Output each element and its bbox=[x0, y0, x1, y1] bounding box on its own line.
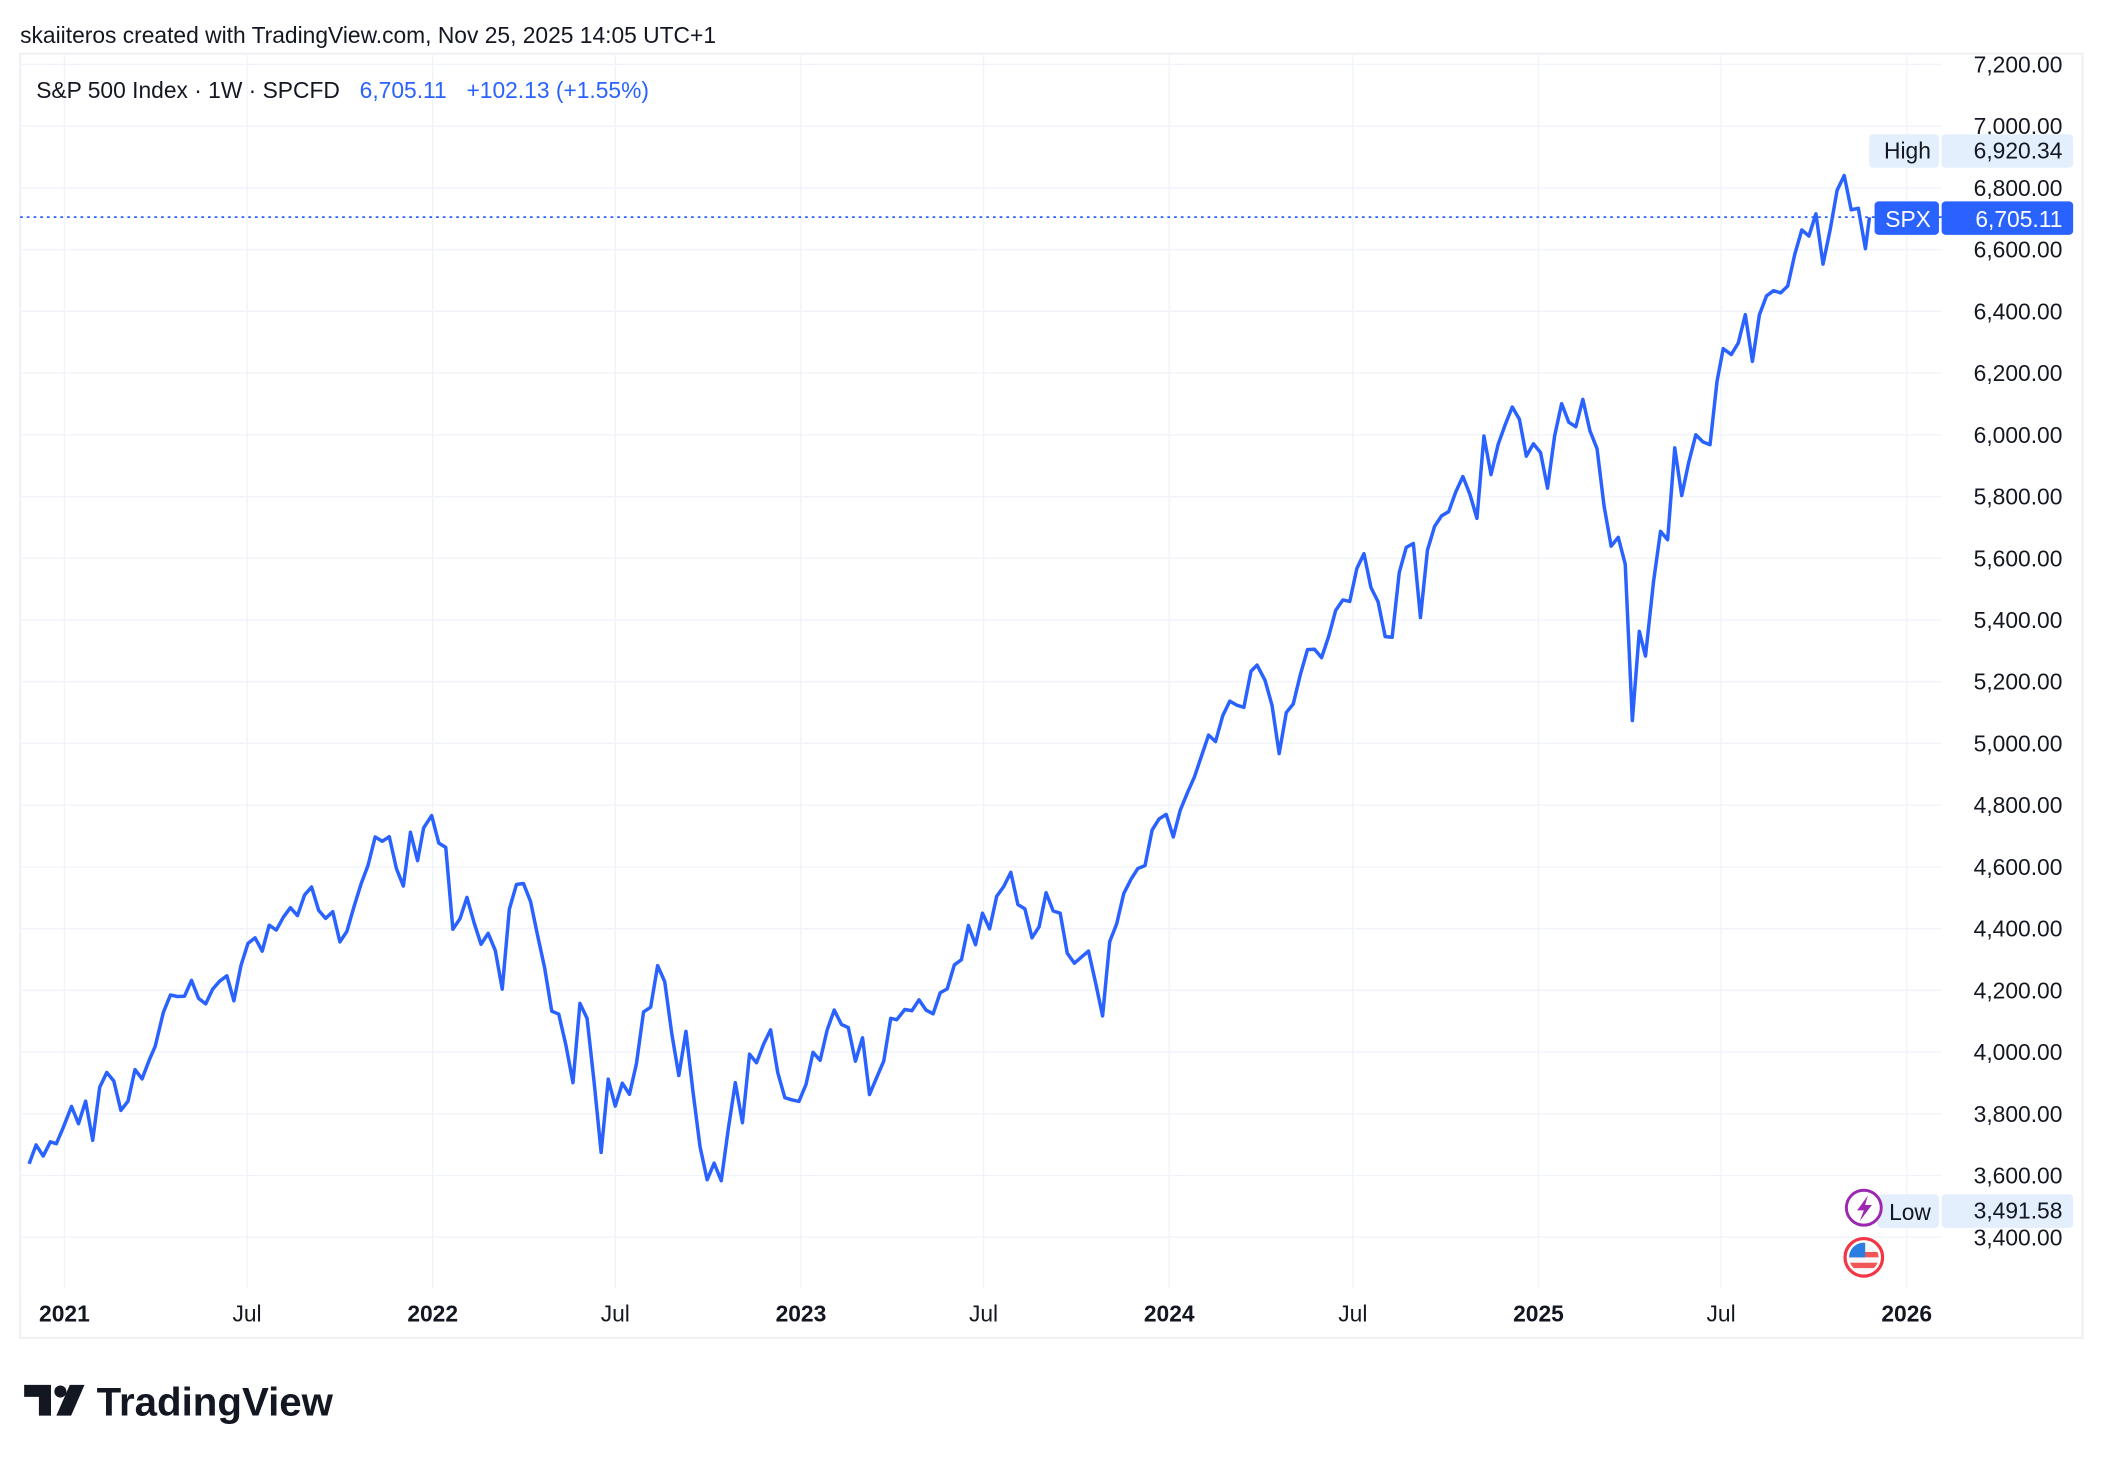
y-tick-label: 4,600.00 bbox=[1974, 854, 2063, 880]
y-tick-label: 3,800.00 bbox=[1974, 1101, 2063, 1127]
chart-pane-border bbox=[19, 52, 2084, 1339]
low-label: Low 3,491.58 bbox=[1877, 1194, 2074, 1228]
lightning-event-icon[interactable] bbox=[1844, 1188, 1883, 1227]
x-tick-label: 2024 bbox=[1144, 1301, 1195, 1327]
time-axis[interactable]: 2021 Jul 2022 Jul 2023 Jul 2024 Jul 2025 Jul 2026 bbox=[39, 1301, 1932, 1327]
y-tick-label: 4,400.00 bbox=[1974, 916, 2063, 942]
svg-text:S&P 500 Index · 1W · SPCFD: S&P 500 Index · 1W · SPCFD 6,705.11 +102… bbox=[36, 77, 649, 103]
x-tick-label: Jul bbox=[601, 1301, 630, 1327]
legend-change: +102.13 (+1.55%) bbox=[466, 77, 649, 103]
high-label: High 6,920.34 bbox=[1869, 134, 2074, 168]
tradingview-logo[interactable]: TradingView bbox=[24, 1380, 334, 1425]
y-tick-label: 3,600.00 bbox=[1974, 1163, 2063, 1189]
price-line-series[interactable] bbox=[27, 173, 1872, 1183]
last-price-label: SPX 6,705.11 bbox=[1874, 201, 2074, 235]
y-tick-label: 6,600.00 bbox=[1974, 237, 2063, 263]
legend-symbol: S&P 500 Index · 1W · SPCFD bbox=[36, 77, 340, 103]
us-flag-icon[interactable] bbox=[1843, 1236, 1885, 1278]
y-tick-label: 5,000.00 bbox=[1974, 730, 2063, 756]
y-tick-label: 7,200.00 bbox=[1974, 52, 2063, 78]
x-tick-label: Jul bbox=[1338, 1301, 1367, 1327]
x-tick-label: 2025 bbox=[1513, 1301, 1564, 1327]
x-tick-label: Jul bbox=[232, 1301, 261, 1327]
y-tick-label: 4,000.00 bbox=[1974, 1039, 2063, 1065]
x-tick-label: Jul bbox=[1707, 1301, 1736, 1327]
x-tick-label: 2026 bbox=[1881, 1301, 1932, 1327]
last-price-value: 6,705.11 bbox=[1975, 206, 2062, 232]
high-label-name: High bbox=[1884, 137, 1931, 163]
y-tick-label: 6,000.00 bbox=[1974, 422, 2063, 448]
y-tick-label: 6,800.00 bbox=[1974, 175, 2063, 201]
x-tick-label: 2021 bbox=[39, 1301, 90, 1327]
y-tick-label: 3,400.00 bbox=[1974, 1224, 2063, 1250]
y-tick-label: 4,800.00 bbox=[1974, 792, 2063, 818]
high-label-value: 6,920.34 bbox=[1974, 137, 2063, 163]
legend-price: 6,705.11 bbox=[360, 77, 447, 103]
y-tick-label: 5,800.00 bbox=[1974, 484, 2063, 510]
y-tick-label: 6,400.00 bbox=[1974, 298, 2063, 324]
tradingview-logo-text: TradingView bbox=[97, 1380, 334, 1425]
low-label-value: 3,491.58 bbox=[1974, 1197, 2063, 1223]
last-price-symbol: SPX bbox=[1885, 206, 1931, 232]
y-tick-label: 6,200.00 bbox=[1974, 360, 2063, 386]
x-tick-label: Jul bbox=[969, 1301, 998, 1327]
low-label-name: Low bbox=[1889, 1199, 1931, 1225]
tradingview-logo-icon bbox=[24, 1384, 85, 1416]
x-tick-label: 2022 bbox=[407, 1301, 458, 1327]
y-tick-label: 4,200.00 bbox=[1974, 977, 2063, 1003]
grid bbox=[20, 53, 1942, 1289]
x-tick-label: 2023 bbox=[776, 1301, 827, 1327]
y-tick-label: 5,200.00 bbox=[1974, 669, 2063, 695]
legend[interactable]: S&P 500 Index · 1W · SPCFD 6,705.11 +102… bbox=[36, 77, 649, 103]
attribution: skaiiteros created with TradingView.com,… bbox=[20, 22, 716, 48]
y-tick-label: 5,400.00 bbox=[1974, 607, 2063, 633]
y-tick-label: 5,600.00 bbox=[1974, 545, 2063, 571]
